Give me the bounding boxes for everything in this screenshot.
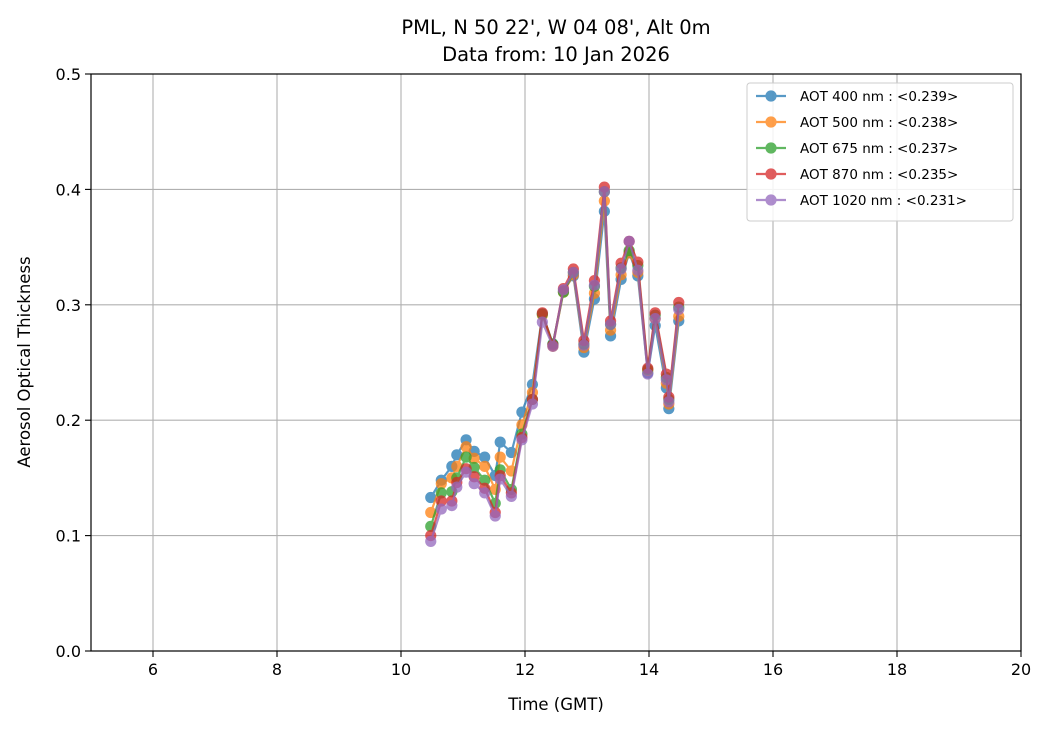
legend: AOT 400 nm : <0.239> AOT 500 nm : <0.238>… xyxy=(746,82,1014,222)
data-point xyxy=(516,434,528,446)
legend-label: AOT 400 nm : <0.239> xyxy=(800,89,958,105)
data-point xyxy=(598,186,610,198)
legend-swatch xyxy=(756,90,786,102)
legend-label: AOT 1020 nm : <0.231> xyxy=(800,193,967,209)
y-tick-label: 0.3 xyxy=(56,296,81,315)
series-layer xyxy=(425,181,685,547)
x-tick-label: 16 xyxy=(763,660,783,679)
data-point xyxy=(494,451,506,463)
legend-swatch-marker xyxy=(765,142,777,154)
data-point xyxy=(451,481,463,493)
x-tick-label: 8 xyxy=(272,660,282,679)
y-tick-label: 0.5 xyxy=(56,65,81,84)
data-point xyxy=(479,487,491,499)
series-5 xyxy=(425,186,685,547)
legend-swatch-marker xyxy=(765,90,777,102)
legend-swatch-marker xyxy=(765,194,777,206)
chart-title: PML, N 50 22', W 04 08', Alt 0m xyxy=(401,16,710,39)
data-point xyxy=(425,491,437,504)
plot-frame xyxy=(90,73,1022,652)
data-point xyxy=(435,487,447,499)
legend-swatch-marker xyxy=(765,116,777,128)
data-point xyxy=(425,535,437,547)
data-point xyxy=(505,490,517,502)
data-point xyxy=(526,398,539,410)
legend-frame xyxy=(746,82,1014,222)
data-point xyxy=(460,441,472,453)
data-point xyxy=(536,316,548,328)
data-point xyxy=(615,263,627,275)
data-point xyxy=(673,303,685,316)
data-point xyxy=(479,460,491,472)
data-point xyxy=(604,318,617,331)
data-point xyxy=(489,510,501,522)
data-point xyxy=(632,264,644,276)
x-axis-title: Time (GMT) xyxy=(507,695,604,714)
data-point xyxy=(623,235,635,247)
data-point xyxy=(578,339,590,351)
x-tick-label: 20 xyxy=(1011,660,1031,679)
y-axis: 0.0 0.1 0.2 0.3 0.4 0.5 xyxy=(56,65,91,661)
data-point xyxy=(494,436,506,448)
x-axis: 6 8 10 12 14 16 18 20 xyxy=(148,651,1031,679)
chart-subtitle: Data from: 10 Jan 2026 xyxy=(442,43,670,66)
y-axis-title: Aerosol Optical Thickness xyxy=(15,256,34,467)
y-tick-label: 0.2 xyxy=(56,411,81,430)
data-point xyxy=(588,279,601,291)
legend-swatch-marker xyxy=(765,168,777,180)
data-point xyxy=(494,473,506,485)
data-point xyxy=(451,449,463,461)
x-tick-label: 10 xyxy=(391,660,411,679)
x-tick-label: 14 xyxy=(639,660,659,679)
legend-label: AOT 675 nm : <0.237> xyxy=(800,141,958,157)
data-point xyxy=(567,266,579,279)
data-point xyxy=(435,478,447,490)
data-point xyxy=(547,340,559,352)
data-point xyxy=(663,396,675,408)
data-point xyxy=(479,451,491,463)
data-point xyxy=(460,451,472,463)
x-tick-label: 6 xyxy=(148,660,158,679)
legend-item: AOT 500 nm : <0.238> xyxy=(756,115,958,131)
legend-label: AOT 870 nm : <0.235> xyxy=(800,167,958,183)
legend-item: AOT 400 nm : <0.239> xyxy=(756,89,958,105)
data-point xyxy=(446,499,458,512)
data-point xyxy=(479,474,491,486)
legend-item: AOT 870 nm : <0.235> xyxy=(756,167,958,183)
data-point xyxy=(660,374,672,386)
data-point xyxy=(468,478,480,490)
series-line xyxy=(429,191,680,542)
data-point xyxy=(536,307,548,319)
data-point xyxy=(642,368,654,380)
y-tick-label: 0.0 xyxy=(56,642,81,661)
legend-item: AOT 1020 nm : <0.231> xyxy=(756,193,967,209)
series-line xyxy=(429,186,680,536)
legend-swatch xyxy=(756,168,786,180)
y-tick-label: 0.4 xyxy=(56,180,81,199)
x-tick-label: 18 xyxy=(887,660,907,679)
data-point xyxy=(649,313,661,325)
legend-label: AOT 500 nm : <0.238> xyxy=(800,115,958,131)
data-point xyxy=(557,284,570,296)
legend-swatch xyxy=(756,116,786,128)
legend-swatch xyxy=(756,142,786,154)
x-tick-label: 12 xyxy=(515,660,535,679)
data-point xyxy=(435,503,447,515)
data-point xyxy=(460,466,472,478)
data-point xyxy=(435,495,447,507)
legend-swatch xyxy=(756,194,786,206)
y-tick-label: 0.1 xyxy=(56,527,81,546)
legend-item: AOT 675 nm : <0.237> xyxy=(756,141,958,157)
